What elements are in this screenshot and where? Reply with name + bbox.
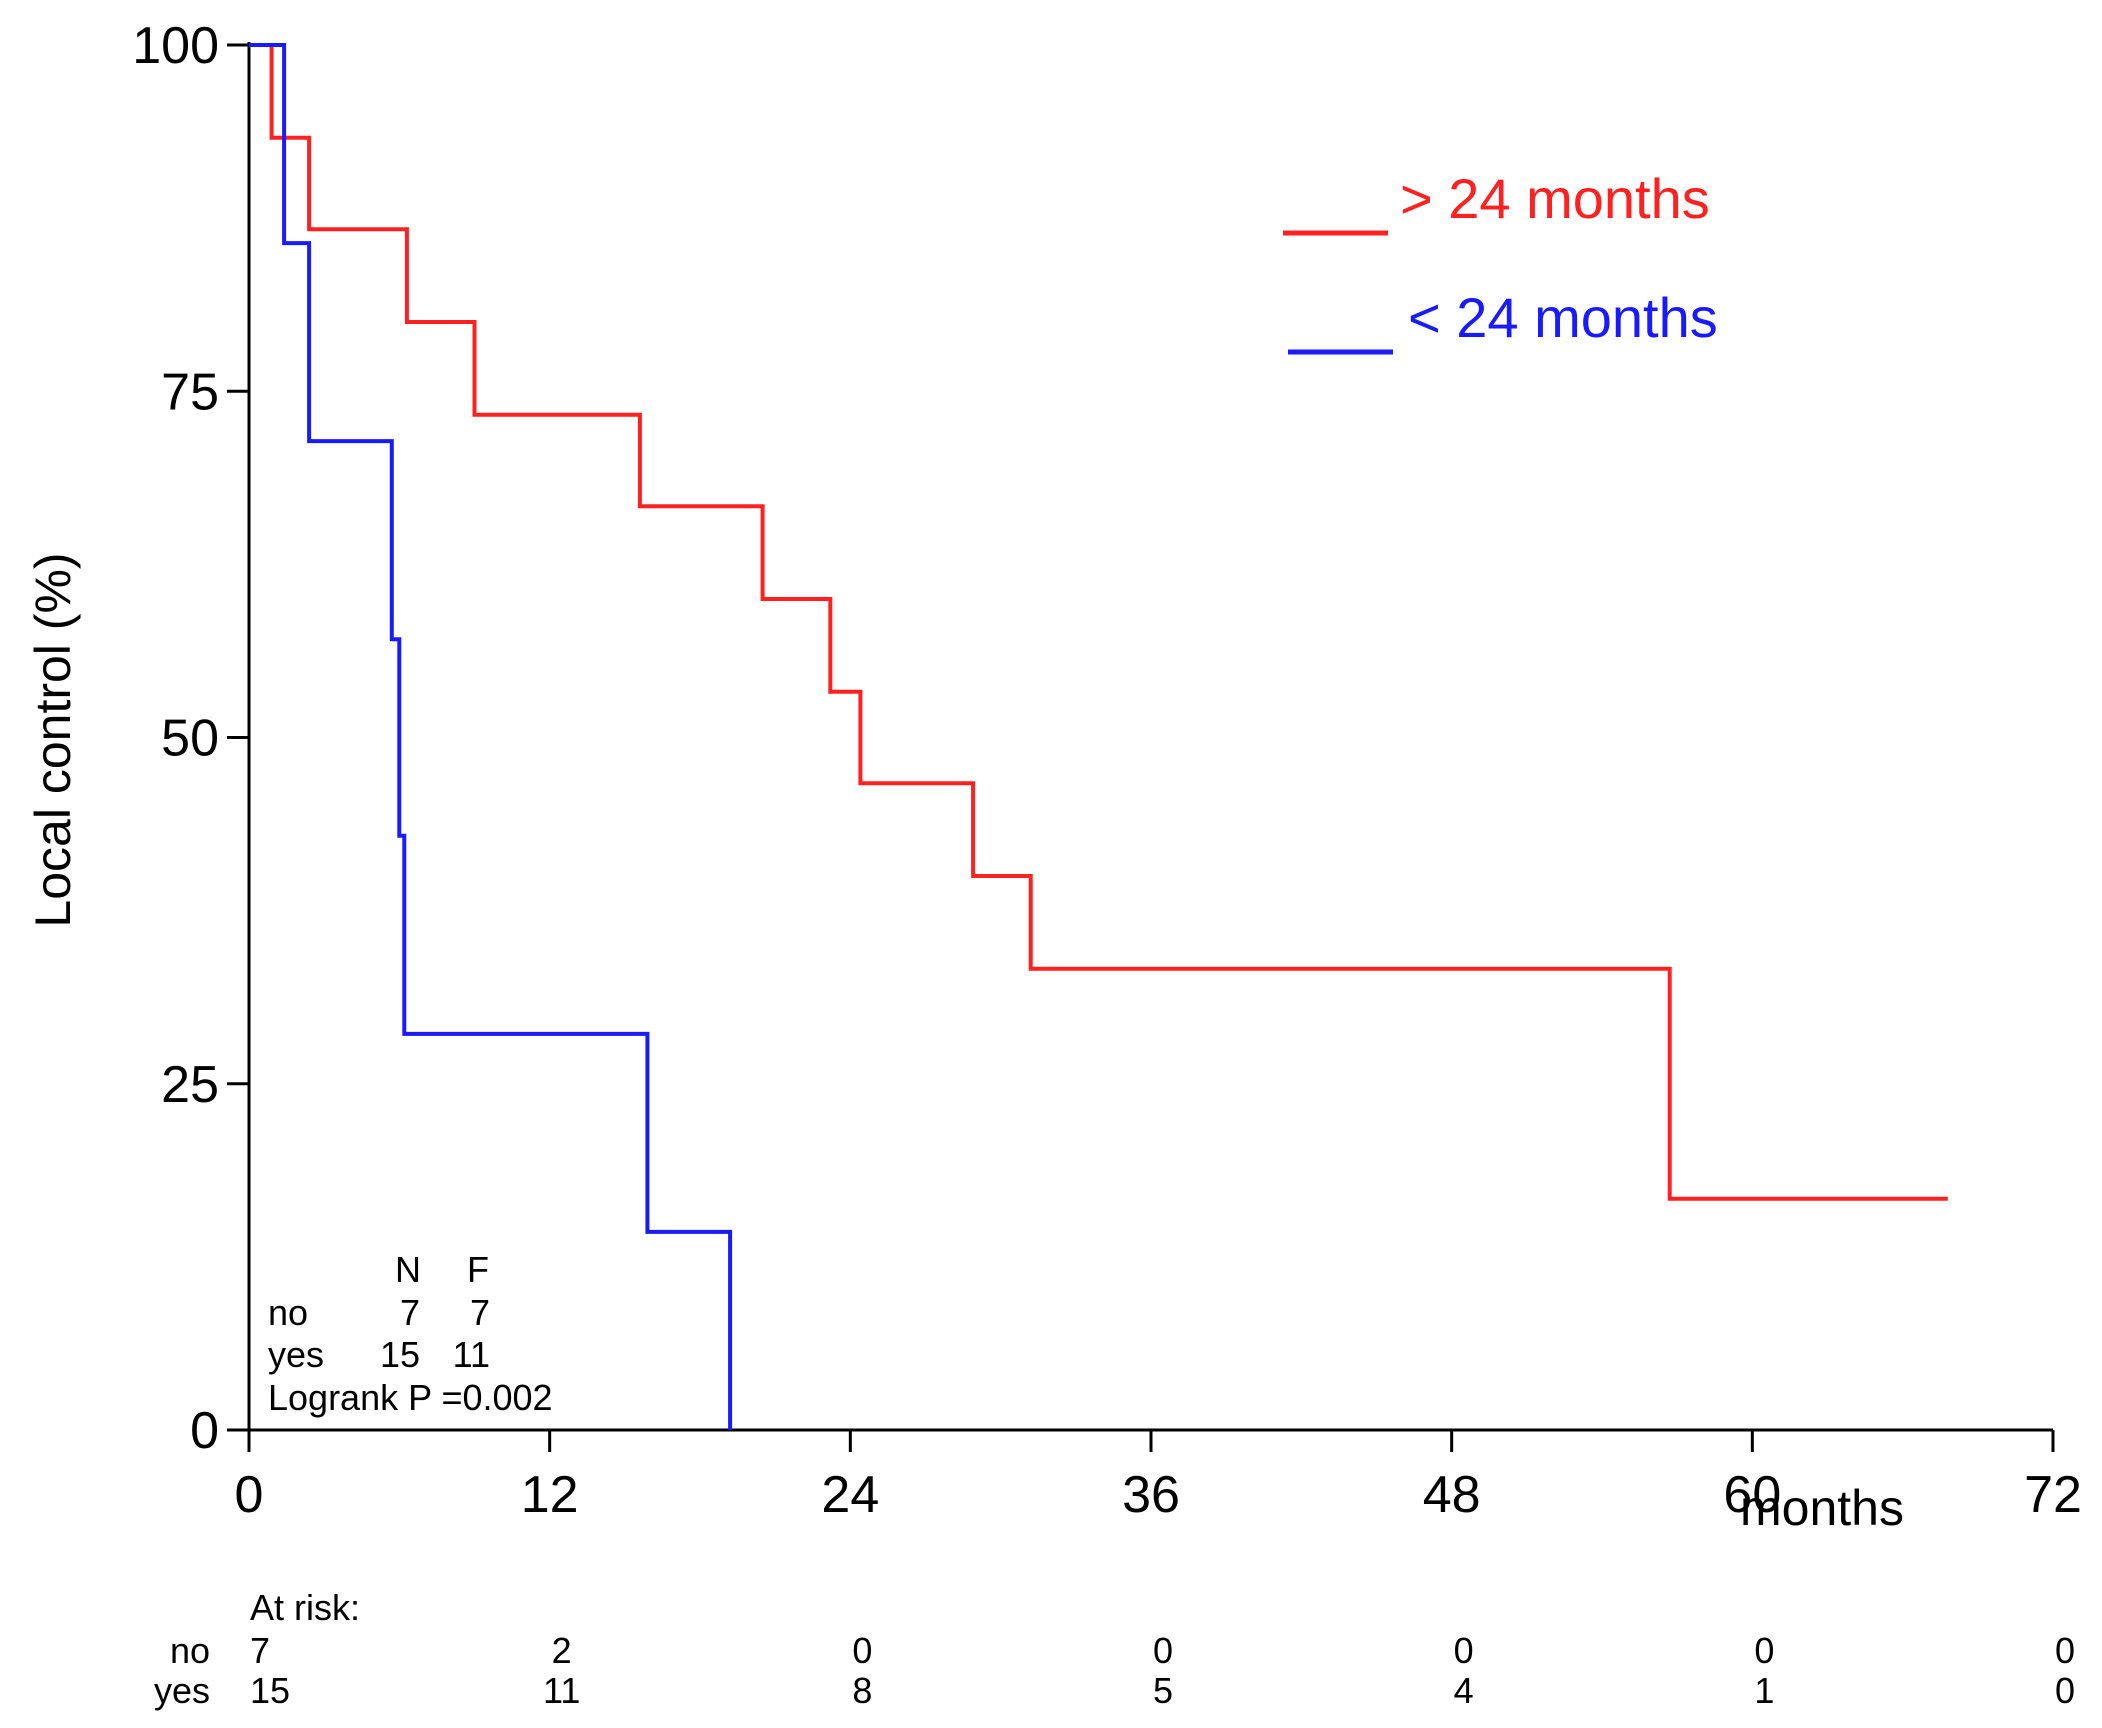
at-risk-title: At risk: (250, 1587, 360, 1628)
x-axis-title: months (1740, 1480, 1904, 1536)
series-line-gt24 (249, 43, 1948, 1201)
at-risk-value-no-48: 0 (1454, 1630, 1474, 1671)
at-risk-label-no: no (170, 1630, 210, 1671)
at-risk-value-yes-48: 4 (1454, 1670, 1474, 1711)
series-lines (249, 43, 1948, 1430)
y-tick-label-25: 25 (161, 1056, 219, 1114)
at-risk-value-no-0: 7 (250, 1630, 270, 1671)
at-risk-value-no-60: 0 (1754, 1630, 1774, 1671)
x-tick-label-48: 48 (1423, 1466, 1481, 1524)
at-risk-value-yes-24: 8 (852, 1670, 872, 1711)
at-risk-value-yes-72: 0 (2055, 1670, 2075, 1711)
legend-label-lt24: < 24 months (1408, 286, 1718, 349)
x-tick-label-60: 60 (1723, 1466, 1781, 1524)
axes: 0 25 50 75 100 0 12 24 36 48 60 72 (132, 17, 2082, 1524)
y-tick-label-0: 0 (190, 1402, 219, 1460)
at-risk-value-no-72: 0 (2055, 1630, 2075, 1671)
stats-header-f: F (467, 1249, 489, 1290)
logrank-text: Logrank P =0.002 (268, 1377, 553, 1418)
legend: > 24 months < 24 months (1283, 167, 1718, 355)
at-risk-value-no-36: 0 (1153, 1630, 1173, 1671)
stats-row-f-no: 7 (470, 1292, 490, 1333)
x-tick-label-24: 24 (821, 1466, 879, 1524)
stats-row-label-yes: yes (268, 1334, 324, 1375)
at-risk-value-no-12: 2 (552, 1630, 572, 1671)
at-risk-label-yes: yes (154, 1670, 210, 1711)
at-risk-value-yes-12: 11 (543, 1670, 580, 1711)
at-risk-value-yes-60: 1 (1754, 1670, 1774, 1711)
x-tick-label-72: 72 (2024, 1466, 2082, 1524)
legend-label-gt24: > 24 months (1400, 167, 1710, 230)
at-risk-value-yes-0: 15 (250, 1670, 290, 1711)
stats-header-n: N (395, 1249, 421, 1290)
at-risk-value-yes-36: 5 (1153, 1670, 1173, 1711)
series-line-lt24 (249, 43, 733, 1430)
stats-row-f-yes: 11 (453, 1334, 490, 1375)
stats-table: N F no 7 7 yes 15 11 Logrank P =0.002 (268, 1249, 553, 1418)
stats-row-n-no: 7 (400, 1292, 420, 1333)
y-axis-title: Local control (%) (25, 552, 81, 927)
x-tick-label-0: 0 (235, 1466, 264, 1524)
y-tick-label-50: 50 (161, 710, 219, 768)
x-tick-label-36: 36 (1122, 1466, 1180, 1524)
at-risk-value-no-24: 0 (852, 1630, 872, 1671)
stats-row-label-no: no (268, 1292, 308, 1333)
x-tick-label-12: 12 (521, 1466, 579, 1524)
y-tick-label-100: 100 (132, 17, 219, 75)
y-tick-label-75: 75 (161, 363, 219, 421)
stats-row-n-yes: 15 (380, 1334, 420, 1375)
